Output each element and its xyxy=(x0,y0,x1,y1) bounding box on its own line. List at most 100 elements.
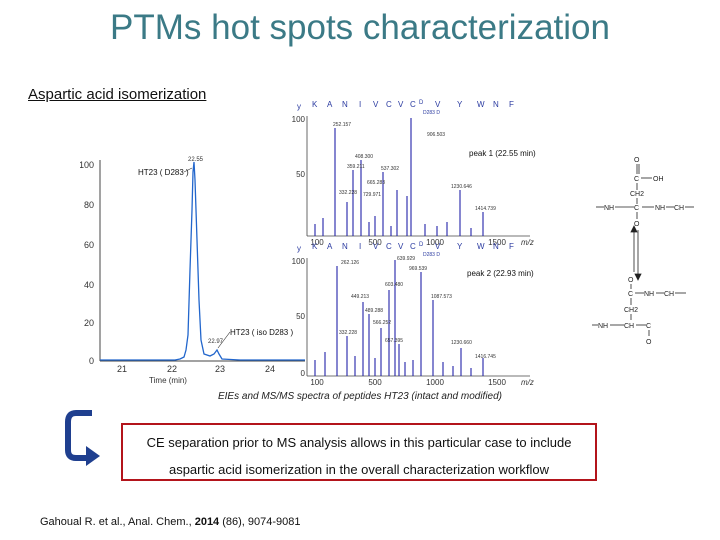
chromatogram-x-ticks: 21 22 23 24 xyxy=(117,364,275,374)
seq1-K: K xyxy=(312,100,318,109)
atom-bot-NH2: NH xyxy=(598,323,608,330)
spec2-ytick-0: 0 xyxy=(301,369,306,378)
chrom-xtick-23: 23 xyxy=(215,364,225,374)
spec1-ion-537: 537.302 xyxy=(381,166,399,172)
reference-year: 2014 xyxy=(194,516,220,528)
chemical-structures: O C OH CH2 C NH C O NH C CH O C NH CH xyxy=(592,157,694,346)
spec1-ion-729: 729.971 xyxy=(363,192,381,198)
spec2-ion-1230: 1230.660 xyxy=(451,340,472,346)
seq1-I: I xyxy=(359,100,361,109)
seq1-Y: Y xyxy=(457,100,463,109)
conclusion-line-1: CE separation prior to MS analysis allow… xyxy=(146,435,572,450)
chromatogram-y-ticks: 100 80 60 40 20 0 xyxy=(80,160,94,366)
seq1-W: W xyxy=(477,100,485,109)
spectrum2-peak-label: peak 2 (22.93 min) xyxy=(467,269,534,278)
seq2-V2: V xyxy=(398,242,404,251)
spec2-ion-332: 332.228 xyxy=(339,330,357,336)
spectrum1-peaks xyxy=(314,118,484,236)
spec2-ion-657: 657.395 xyxy=(385,338,403,344)
atom-top-NH2: NH xyxy=(655,205,665,212)
chromatogram-trace xyxy=(100,161,305,361)
spec2-ion-639: 639.929 xyxy=(397,256,415,262)
seq2-C1: C xyxy=(386,242,392,251)
isoaspartate-structure: O C NH CH CH2 NH CH C O xyxy=(592,277,686,346)
spec2-xtick-500: 500 xyxy=(368,378,382,387)
chrom-peak1-label: HT23 ( D283 ) xyxy=(138,168,189,177)
atom-bot-C2: C xyxy=(646,323,651,330)
aspartate-structure: O C OH CH2 C NH C O NH C CH xyxy=(596,157,694,228)
spec2-ion-489: 489.288 xyxy=(365,308,383,314)
seq1-N2: N xyxy=(493,100,499,109)
spec2-xtick-1500: 1500 xyxy=(488,378,506,387)
seq2-V1: V xyxy=(373,242,379,251)
atom-bot-O2: O xyxy=(646,339,652,346)
seq1-C1: C xyxy=(386,100,392,109)
seq2-y: y xyxy=(297,244,301,253)
seq2-I: I xyxy=(359,242,361,251)
spectrum1-x-ticks: 100 500 1000 1500 xyxy=(310,238,506,246)
seq2-K: K xyxy=(312,242,318,251)
spec1-x-label: m/z xyxy=(521,238,534,246)
spectrum2-ion-labels: 262.126 639.929 969.539 603.480 449.213 … xyxy=(339,256,496,360)
spec1-ytick-100: 100 xyxy=(292,115,306,124)
chrom-peak1-rt: 22.55 xyxy=(188,157,204,163)
spec1-ion-906: 906.503 xyxy=(427,132,445,138)
spec1-xtick-1500: 1500 xyxy=(488,238,506,246)
spec1-xtick-100: 100 xyxy=(310,238,324,246)
atom-bot-NH1: NH xyxy=(644,291,654,298)
seq1-C2: C xyxy=(410,100,416,109)
spectrum2-sequence: y K A N I V C V C D V Y W N F xyxy=(297,242,514,253)
spec2-ion-1087: 1087.573 xyxy=(431,294,452,300)
curved-arrow-icon xyxy=(65,410,100,466)
spectrum2-mod-label: D283 D xyxy=(423,252,440,258)
reference-rest: (86), 9074-9081 xyxy=(219,516,301,528)
atom-bot-C1: C xyxy=(628,291,633,298)
spectrum2-y-ticks: 100 50 0 xyxy=(292,257,306,378)
spec1-ion-1230: 1230.646 xyxy=(451,184,472,190)
seq1-A: A xyxy=(327,100,333,109)
spec1-ion-1414: 1414.739 xyxy=(475,206,496,212)
spec1-xtick-500: 500 xyxy=(368,238,382,246)
seq1-V3: V xyxy=(435,100,441,109)
atom-bot-CH1: CH xyxy=(664,291,674,298)
seq1-V2: V xyxy=(398,100,404,109)
seq2-W: W xyxy=(477,242,485,251)
spec2-x-label: m/z xyxy=(521,378,534,387)
seq2-D: D xyxy=(419,242,424,248)
atom-top-O1: O xyxy=(634,157,640,164)
msms-spectrum-1: y K A N I V C V C D V Y W N F D283 D 100… xyxy=(292,100,536,246)
chrom-x-label: Time (min) xyxy=(149,376,187,385)
spec1-ion-252: 252.157 xyxy=(333,122,351,128)
slide-title: PTMs hot spots characterization xyxy=(110,8,610,47)
spec1-ion-332: 332.228 xyxy=(339,190,357,196)
conclusion-line-2: aspartic acid isomerization in the overa… xyxy=(168,462,550,477)
spec2-xtick-1000: 1000 xyxy=(426,378,444,387)
chrom-xtick-21: 21 xyxy=(117,364,127,374)
chrom-ytick-0: 0 xyxy=(89,356,94,366)
spectrum1-sequence: y K A N I V C V C D V Y W N F xyxy=(297,100,514,111)
chrom-xtick-22: 22 xyxy=(167,364,177,374)
spec2-ion-969: 969.539 xyxy=(409,266,427,272)
section-subtitle: Aspartic acid isomerization xyxy=(28,86,207,103)
seq2-V3: V xyxy=(435,242,441,251)
reference: Gahoual R. et al., Anal. Chem., 2014 (86… xyxy=(40,516,301,528)
seq2-A: A xyxy=(327,242,333,251)
spec2-ion-1416: 1416.745 xyxy=(475,354,496,360)
chromatogram-figure: 100 80 60 40 20 0 21 22 23 24 Time (min)… xyxy=(80,157,305,385)
reference-authors: Gahoual R. et al., Anal. Chem., xyxy=(40,516,195,528)
spec1-ion-359: 359.211 xyxy=(347,164,365,170)
atom-top-CH: CH xyxy=(674,205,684,212)
spectrum2-x-ticks: 100 500 1000 1500 xyxy=(310,378,506,387)
chrom-peak2-label: HT23 ( iso D283 ) xyxy=(230,328,293,337)
chrom-peak1-leader xyxy=(183,167,193,173)
equilibrium-arrows xyxy=(630,225,642,281)
seq1-N: N xyxy=(342,100,348,109)
seq2-Y: Y xyxy=(457,242,463,251)
spec2-ion-603: 603.480 xyxy=(385,282,403,288)
spec1-ytick-50: 50 xyxy=(296,170,305,179)
chrom-ytick-20: 20 xyxy=(84,318,94,328)
atom-bot-CH2b: CH xyxy=(624,323,634,330)
spec2-xtick-100: 100 xyxy=(310,378,324,387)
chrom-ytick-100: 100 xyxy=(80,160,94,170)
chrom-ytick-40: 40 xyxy=(84,280,94,290)
